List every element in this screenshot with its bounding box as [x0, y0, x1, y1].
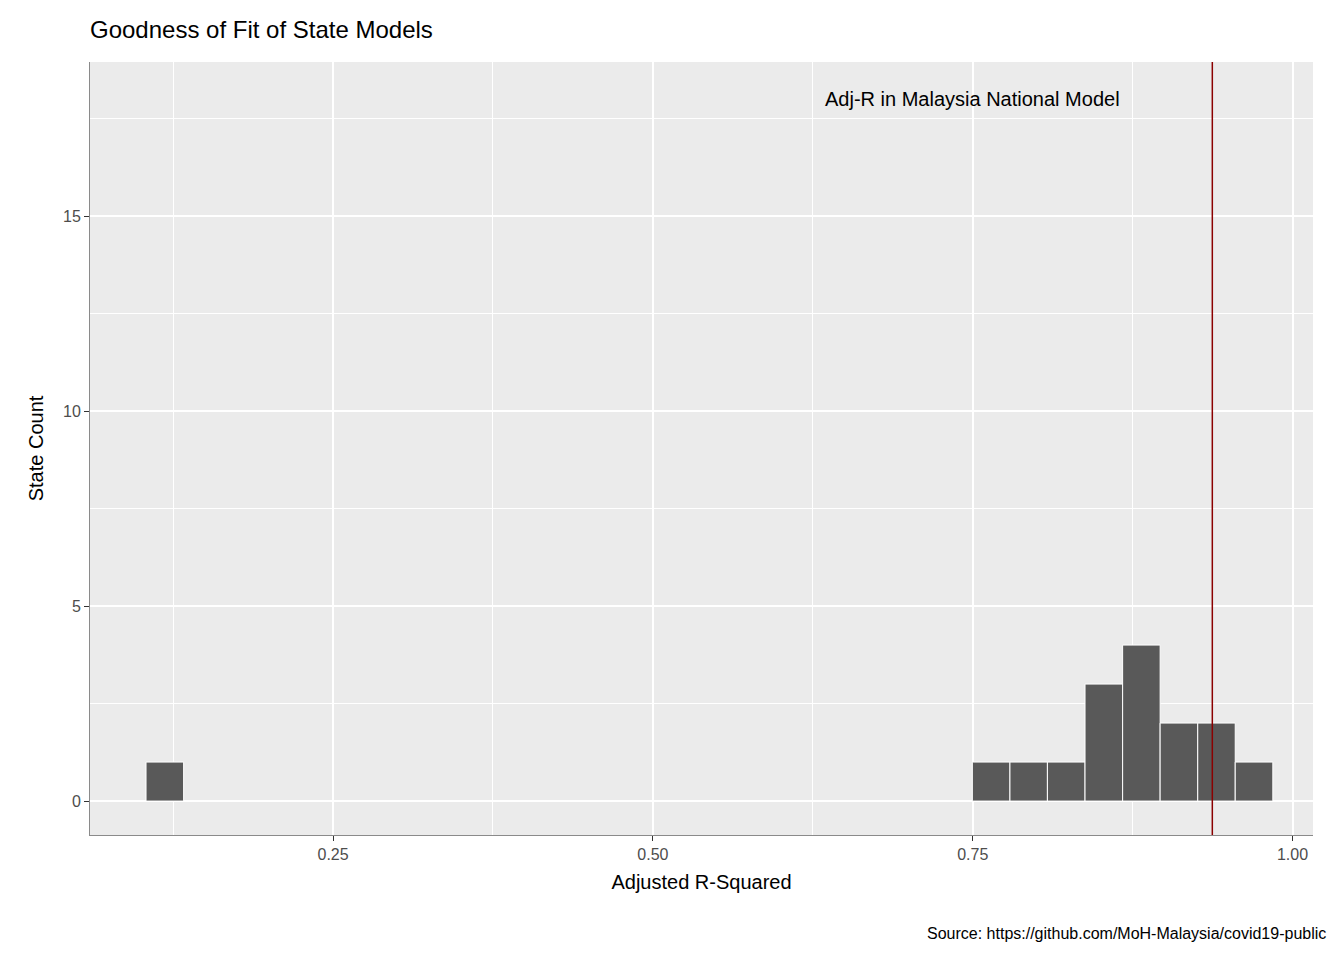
- svg-text:15: 15: [63, 208, 81, 225]
- svg-text:0: 0: [72, 793, 81, 810]
- svg-text:Adjusted R-Squared: Adjusted R-Squared: [611, 871, 791, 893]
- svg-text:0.25: 0.25: [317, 846, 348, 863]
- svg-text:Adj-R in Malaysia National Mod: Adj-R in Malaysia National Model: [825, 88, 1120, 110]
- svg-text:1.00: 1.00: [1277, 846, 1308, 863]
- svg-text:0.75: 0.75: [957, 846, 988, 863]
- svg-text:State Count: State Count: [25, 395, 47, 501]
- svg-text:Source: https://github.com/MoH: Source: https://github.com/MoH-Malaysia/…: [927, 925, 1326, 942]
- svg-text:10: 10: [63, 403, 81, 420]
- svg-text:Goodness of Fit of State Model: Goodness of Fit of State Models: [90, 16, 433, 43]
- svg-text:0.50: 0.50: [637, 846, 668, 863]
- svg-text:5: 5: [72, 598, 81, 615]
